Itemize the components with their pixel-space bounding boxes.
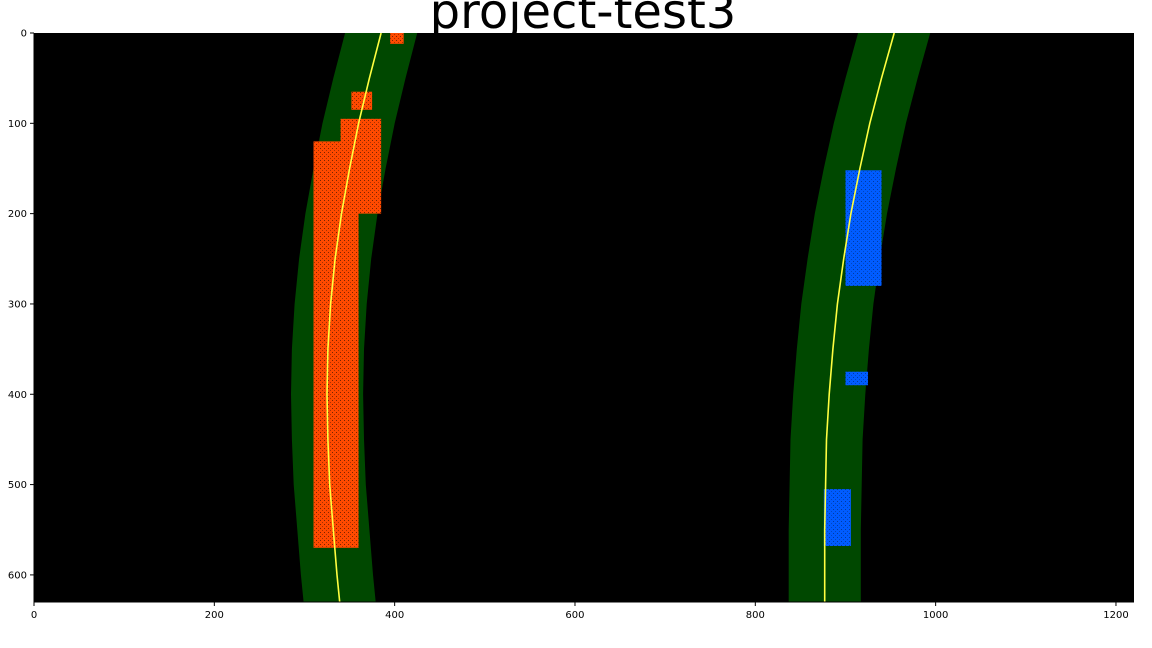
x-tick-label: 0 [31, 610, 37, 621]
x-axis: 0 200 400 600 800 1000 1200 [31, 601, 1134, 621]
left-fit-line [326, 33, 382, 602]
lane-pixel-blob [351, 91, 373, 110]
left-lane-pixels [313, 33, 404, 548]
lane-pixel-blob [823, 489, 851, 547]
lane-pixel-blob [340, 118, 382, 214]
right-search-band [788, 33, 931, 602]
x-tick-label: 1200 [1103, 610, 1128, 621]
right-fit-line [823, 33, 895, 602]
y-tick-label: 400 [8, 390, 27, 401]
y-tick-label: 0 [21, 29, 27, 40]
x-tick-label: 600 [565, 610, 584, 621]
y-tick-label: 300 [8, 299, 27, 310]
plot-background [34, 33, 1134, 602]
y-axis: 0 100 200 300 400 500 600 [8, 29, 35, 602]
y-tick-label: 200 [8, 209, 27, 220]
lane-pixel-blob [845, 170, 882, 286]
plot-area [291, 33, 931, 602]
x-tick-label: 800 [746, 610, 765, 621]
lane-pixel-blob [845, 371, 869, 386]
y-tick-label: 600 [8, 570, 27, 581]
x-tick-label: 200 [205, 610, 224, 621]
x-tick-label: 400 [385, 610, 404, 621]
x-tick-label: 1000 [923, 610, 948, 621]
y-tick-label: 100 [8, 119, 27, 130]
right-lane-pixels [823, 170, 882, 547]
lane-pixel-blob [390, 33, 404, 44]
y-tick-label: 500 [8, 480, 27, 491]
